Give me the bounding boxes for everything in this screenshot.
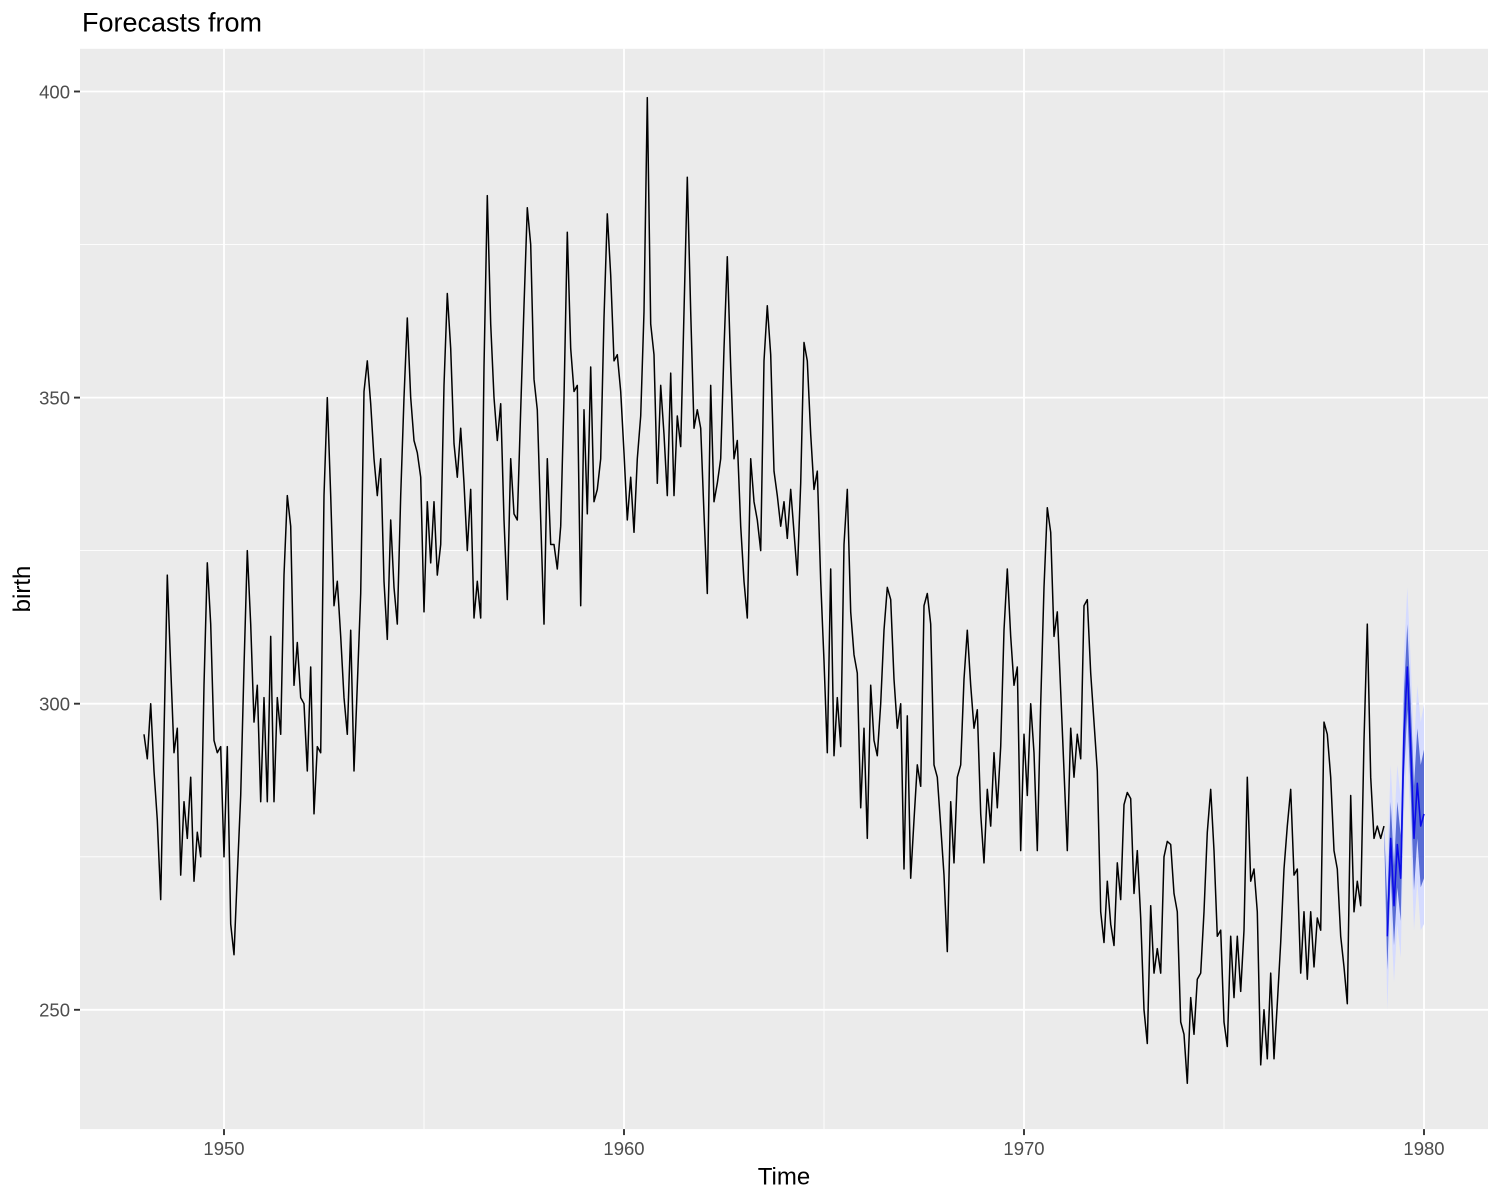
svg-text:400: 400 [39,81,70,102]
svg-text:1970: 1970 [1003,1138,1044,1159]
svg-text:Forecasts from: Forecasts from [82,8,262,38]
svg-text:300: 300 [39,694,70,715]
svg-text:Time: Time [758,1163,810,1190]
svg-text:birth: birth [9,566,36,613]
svg-text:1950: 1950 [203,1138,244,1159]
svg-text:1960: 1960 [603,1138,644,1159]
svg-text:1980: 1980 [1403,1138,1444,1159]
svg-text:350: 350 [39,388,70,409]
svg-text:250: 250 [39,1000,70,1021]
